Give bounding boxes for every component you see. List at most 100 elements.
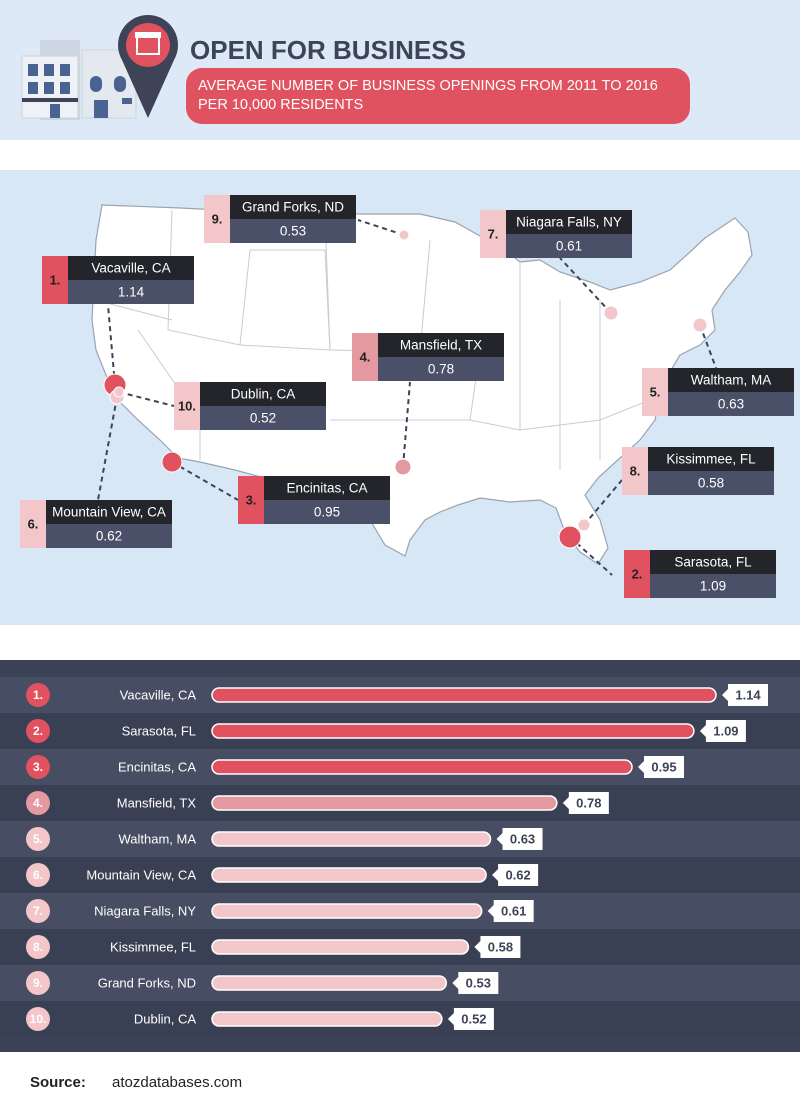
rank-circle bbox=[26, 1007, 50, 1031]
callout-rank-box bbox=[174, 382, 200, 430]
category-label: Sarasota, FL bbox=[122, 723, 196, 738]
callout-value: 0.58 bbox=[698, 476, 724, 491]
callout-rank: 1. bbox=[50, 272, 61, 287]
value-label: 0.52 bbox=[461, 1011, 486, 1026]
callout-city: Grand Forks, ND bbox=[242, 200, 344, 215]
value-label: 0.53 bbox=[466, 975, 491, 990]
category-label: Niagara Falls, NY bbox=[94, 903, 196, 918]
category-label: Grand Forks, ND bbox=[98, 975, 196, 990]
callout-rank: 5. bbox=[650, 384, 661, 399]
bar bbox=[211, 723, 695, 739]
callout-rank-box bbox=[238, 476, 264, 524]
callout-value: 0.61 bbox=[556, 239, 582, 254]
bar bbox=[211, 831, 492, 847]
value-label: 0.58 bbox=[488, 939, 513, 954]
value-label: 0.95 bbox=[651, 759, 676, 774]
callout-name-box bbox=[378, 333, 504, 357]
callout-name-box bbox=[264, 476, 390, 500]
title: OPEN FOR BUSINESS bbox=[190, 35, 466, 65]
map-dot bbox=[398, 229, 410, 241]
callout-rank-box bbox=[20, 500, 46, 548]
connector bbox=[171, 461, 239, 501]
callout-value-box bbox=[46, 524, 172, 548]
shop-pin-icon bbox=[118, 15, 179, 118]
callout-city: Vacaville, CA bbox=[91, 261, 170, 276]
callout-value-box bbox=[506, 234, 632, 258]
callout-name-box bbox=[668, 368, 794, 392]
callout-city: Mountain View, CA bbox=[52, 505, 166, 520]
callout-rank: 9. bbox=[212, 211, 223, 226]
rank-label: 6. bbox=[33, 868, 43, 882]
rank-circle bbox=[26, 755, 50, 779]
map-dot bbox=[558, 525, 582, 549]
rank-label: 1. bbox=[33, 688, 43, 702]
category-label: Mansfield, TX bbox=[117, 795, 197, 810]
callout-name-box bbox=[200, 382, 326, 406]
connector bbox=[583, 479, 623, 526]
callout-value-box bbox=[668, 392, 794, 416]
buildings-icon bbox=[21, 40, 137, 120]
callout-rank-box bbox=[642, 368, 668, 416]
callout-value: 1.14 bbox=[118, 285, 145, 300]
callout-rank: 10. bbox=[178, 398, 196, 413]
callout-value: 0.62 bbox=[96, 529, 122, 544]
callout-value-box bbox=[648, 471, 774, 495]
callout-name-box bbox=[648, 447, 774, 471]
value-tag bbox=[447, 1008, 494, 1030]
rank-label: 5. bbox=[33, 832, 43, 846]
rank-circle bbox=[26, 791, 50, 815]
callout-name-box bbox=[650, 550, 776, 574]
connector bbox=[118, 391, 175, 407]
callout-city: Dublin, CA bbox=[231, 387, 296, 402]
subtitle-pill bbox=[186, 68, 690, 124]
map-dot bbox=[603, 305, 619, 321]
connector bbox=[699, 324, 717, 369]
callout-name-box bbox=[506, 210, 632, 234]
callout-rank: 8. bbox=[630, 463, 641, 478]
callout-name-box bbox=[230, 195, 356, 219]
value-tag bbox=[492, 864, 539, 886]
rank-circle bbox=[26, 719, 50, 743]
value-label: 1.14 bbox=[735, 687, 761, 702]
source-label: Source: bbox=[30, 1074, 86, 1091]
bar bbox=[211, 939, 470, 955]
category-label: Vacaville, CA bbox=[120, 687, 197, 702]
callout-value-box bbox=[264, 500, 390, 524]
bar bbox=[211, 795, 558, 811]
callout-value: 0.53 bbox=[280, 224, 306, 239]
value-tag bbox=[699, 720, 746, 742]
callout-rank-box bbox=[480, 210, 506, 258]
value-label: 0.63 bbox=[510, 831, 535, 846]
value-label: 0.62 bbox=[505, 867, 530, 882]
callout-value-box bbox=[200, 406, 326, 430]
value-tag bbox=[562, 792, 609, 814]
rank-label: 7. bbox=[33, 904, 43, 918]
rank-label: 10. bbox=[30, 1012, 47, 1026]
callout-rank-box bbox=[622, 447, 648, 495]
callout-rank: 2. bbox=[632, 566, 643, 581]
connector bbox=[357, 219, 405, 236]
callout-rank: 7. bbox=[488, 226, 499, 241]
bar bbox=[211, 975, 448, 991]
rank-circle bbox=[26, 683, 50, 707]
value-label: 0.78 bbox=[576, 795, 601, 810]
callout-value: 0.63 bbox=[718, 397, 744, 412]
rows-layer: 1. Vacaville, CA 1.14 2. Sarasota, FL 1.09 3. E… bbox=[0, 677, 800, 1037]
rank-circle bbox=[26, 827, 50, 851]
callout-city: Kissimmee, FL bbox=[666, 452, 756, 467]
rank-label: 2. bbox=[33, 724, 43, 738]
callout-rank-box bbox=[352, 333, 378, 381]
map-dot bbox=[692, 317, 708, 333]
subtitle: AVERAGE NUMBER OF BUSINESS OPENINGS FROM… bbox=[198, 78, 658, 113]
callout-value-box bbox=[230, 219, 356, 243]
bar bbox=[211, 867, 487, 883]
map-dot bbox=[394, 458, 412, 476]
value-label: 0.61 bbox=[501, 903, 526, 918]
value-tag bbox=[474, 936, 521, 958]
callout-value: 1.09 bbox=[700, 579, 726, 594]
rank-circle bbox=[26, 971, 50, 995]
callout-name-box bbox=[68, 256, 194, 280]
map-dot bbox=[577, 518, 591, 532]
connector bbox=[107, 304, 116, 386]
value-tag bbox=[722, 684, 768, 706]
